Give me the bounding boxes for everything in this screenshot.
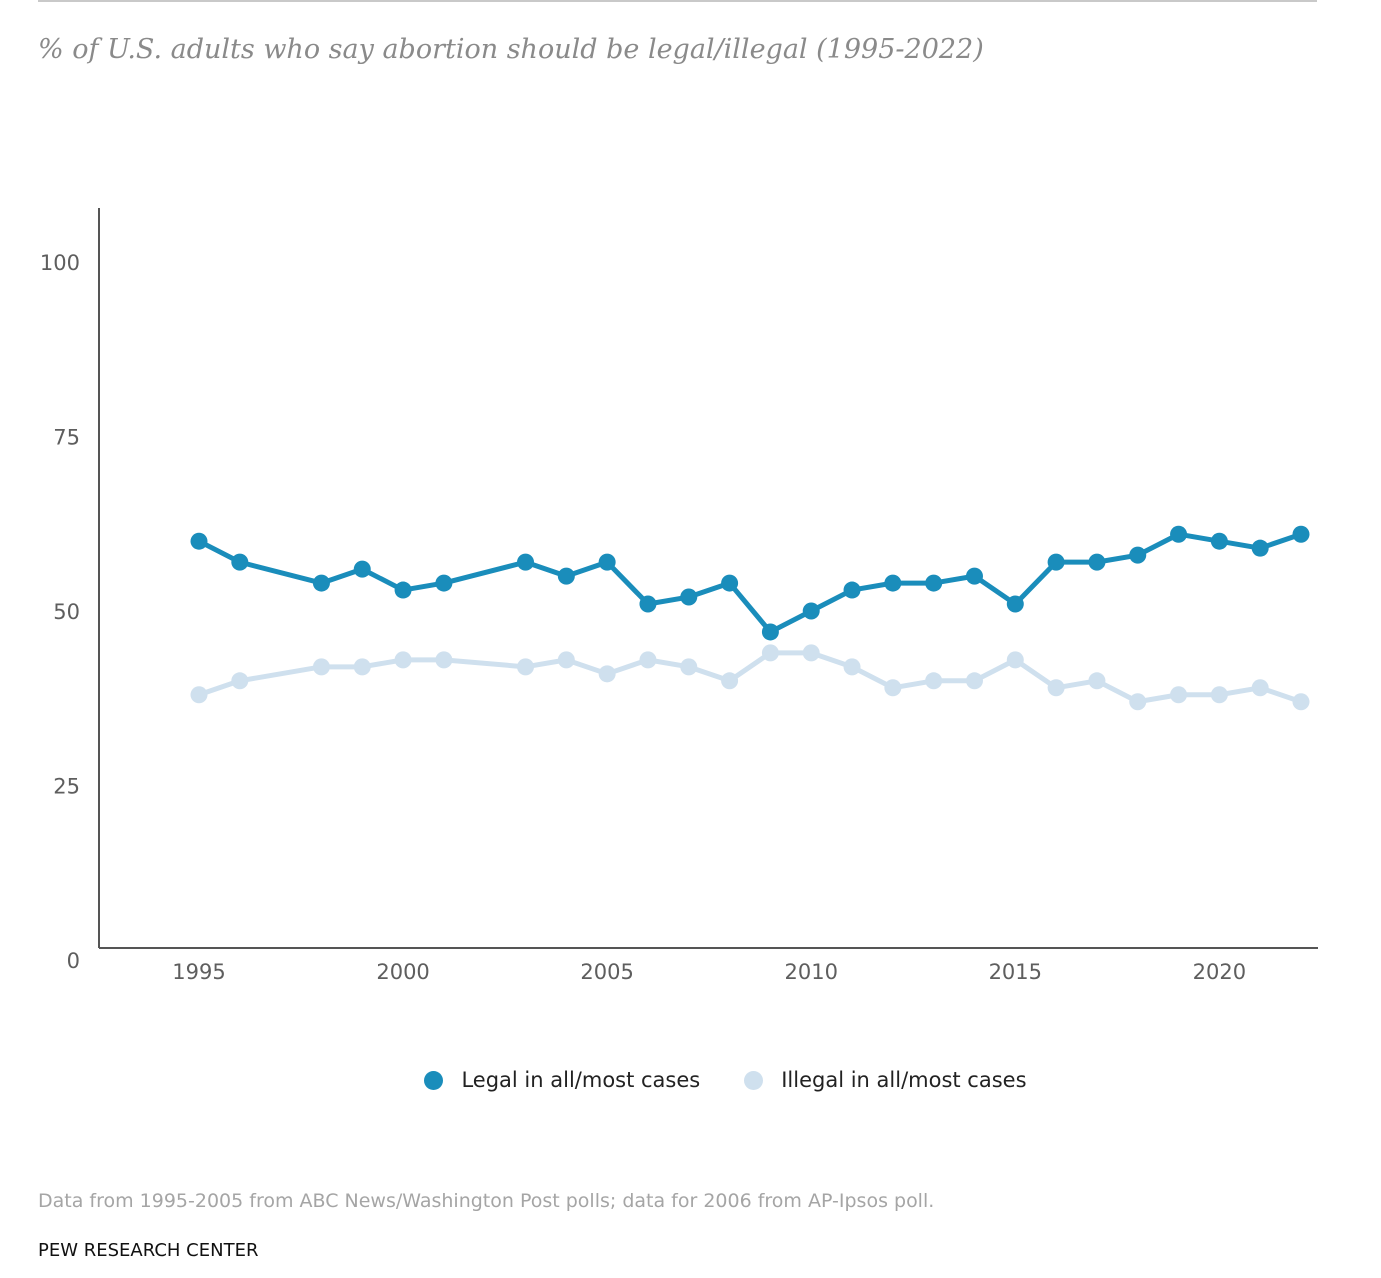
data-point-illegal	[1047, 679, 1065, 697]
source-label: PEW RESEARCH CENTER	[38, 1240, 259, 1261]
data-point-illegal	[925, 672, 943, 690]
x-tick-label: 2015	[989, 960, 1042, 984]
x-tick-label: 1995	[172, 960, 225, 984]
x-tick-label: 2005	[580, 960, 633, 984]
data-point-illegal	[231, 672, 249, 690]
data-point-legal	[884, 574, 902, 592]
data-point-illegal	[639, 651, 657, 669]
legend-item-legal: Legal in all/most cases	[424, 1068, 700, 1092]
data-point-legal	[435, 574, 453, 592]
data-point-legal	[843, 581, 861, 599]
data-point-illegal	[680, 658, 698, 676]
data-point-legal	[1251, 539, 1269, 557]
legend-swatch-illegal	[744, 1070, 764, 1090]
data-point-illegal	[1170, 686, 1188, 704]
data-point-illegal	[802, 644, 820, 662]
chart-axes	[98, 208, 1318, 949]
y-tick-label: 100	[40, 251, 80, 275]
data-point-legal	[680, 588, 698, 606]
data-point-illegal	[1292, 693, 1310, 711]
data-point-legal	[965, 567, 983, 585]
data-point-legal	[925, 574, 943, 592]
data-point-legal	[1088, 553, 1106, 571]
y-tick-labels: 0 25 50 75 100	[40, 251, 80, 973]
data-point-legal	[639, 595, 657, 613]
data-point-illegal	[312, 658, 330, 676]
data-point-illegal	[1210, 686, 1228, 704]
data-point-legal	[231, 553, 249, 571]
data-point-illegal	[965, 672, 983, 690]
chart-series	[190, 525, 1310, 711]
data-point-illegal	[557, 651, 575, 669]
data-point-illegal	[1251, 679, 1269, 697]
data-point-illegal	[1006, 651, 1024, 669]
x-tick-label: 2020	[1193, 960, 1246, 984]
data-point-illegal	[517, 658, 535, 676]
data-point-legal	[1292, 525, 1310, 543]
y-tick-label: 0	[67, 949, 80, 973]
data-point-legal	[761, 623, 779, 641]
data-point-illegal	[843, 658, 861, 676]
y-tick-label: 25	[53, 775, 80, 799]
data-point-illegal	[1129, 693, 1147, 711]
legend-swatch-legal	[424, 1070, 444, 1090]
data-point-illegal	[721, 672, 739, 690]
data-point-legal	[802, 602, 820, 620]
top-rule	[38, 0, 1317, 2]
data-point-illegal	[884, 679, 902, 697]
data-point-illegal	[761, 644, 779, 662]
legend-item-illegal: Illegal in all/most cases	[744, 1068, 1027, 1092]
data-point-legal	[1170, 525, 1188, 543]
x-tick-labels: 1995 2000 2005 2010 2015 2020	[172, 960, 1246, 984]
x-tick-label: 2010	[784, 960, 837, 984]
y-tick-label: 75	[53, 426, 80, 450]
data-point-illegal	[394, 651, 412, 669]
data-point-legal	[1047, 553, 1065, 571]
data-point-illegal	[435, 651, 453, 669]
data-point-illegal	[1088, 672, 1106, 690]
legend-label-legal: Legal in all/most cases	[461, 1068, 701, 1092]
data-point-legal	[721, 574, 739, 592]
chart-title: % of U.S. adults who say abortion should…	[38, 34, 984, 65]
data-point-legal	[190, 532, 208, 550]
data-point-legal	[557, 567, 575, 585]
data-point-legal	[394, 581, 412, 599]
data-point-legal	[1129, 546, 1147, 564]
x-tick-label: 2000	[376, 960, 429, 984]
y-tick-label: 50	[53, 600, 80, 624]
data-point-illegal	[598, 665, 616, 683]
data-point-legal	[353, 560, 371, 578]
data-point-legal	[517, 553, 535, 571]
data-point-legal	[1210, 532, 1228, 550]
data-point-legal	[312, 574, 330, 592]
data-point-legal	[1006, 595, 1024, 613]
data-point-legal	[598, 553, 616, 571]
legend: Legal in all/most cases Illegal in all/m…	[0, 1068, 1381, 1092]
data-point-illegal	[353, 658, 371, 676]
data-note: Data from 1995-2005 from ABC News/Washin…	[38, 1190, 935, 1212]
data-point-illegal	[190, 686, 208, 704]
legend-label-illegal: Illegal in all/most cases	[781, 1068, 1027, 1092]
